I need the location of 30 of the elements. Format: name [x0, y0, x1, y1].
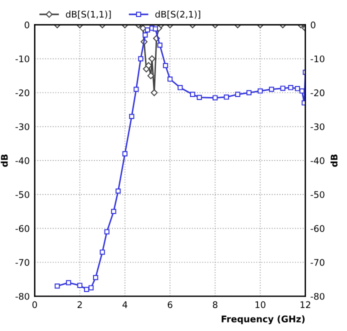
x-tick-label: 12 — [300, 301, 310, 308]
y-tick-label: -40 — [16, 157, 30, 164]
y2-tick-label: -80 — [310, 292, 324, 300]
y-tick-label: -10 — [16, 55, 30, 62]
y2-tick-label: -40 — [310, 157, 324, 164]
x-tick-label: 8 — [212, 301, 218, 308]
x-tick-label: 0 — [32, 301, 37, 308]
y-tick-label: -50 — [16, 191, 30, 198]
legend-label: dB[S(2,1)] — [155, 10, 200, 19]
y2-tick-label: 0 — [310, 22, 316, 28]
x-tick-label: 6 — [168, 301, 172, 308]
y-tick-label: -30 — [16, 123, 30, 130]
y-tick-label: -60 — [16, 225, 30, 232]
y-tick-label: -70 — [16, 259, 30, 266]
y-tick-label: 0 — [24, 22, 30, 28]
y-tick-label: -80 — [16, 292, 30, 300]
y2-tick-label: -70 — [310, 259, 324, 266]
y2-tick-label: -10 — [310, 55, 324, 62]
y-tick-label: -20 — [16, 89, 30, 96]
y-axis-title: dB — [0, 154, 8, 167]
x-axis-title: Frequency (GHz) — [222, 315, 305, 324]
y2-axis-title: dB — [330, 154, 338, 167]
legend-label: dB[S(1,1)] — [66, 10, 111, 19]
y2-tick-label: -60 — [310, 225, 324, 232]
y2-tick-label: -30 — [310, 123, 324, 130]
y2-tick-label: -50 — [310, 191, 324, 198]
x-tick-label: 4 — [122, 301, 128, 308]
y2-tick-label: -20 — [310, 89, 324, 96]
x-tick-label: 2 — [78, 301, 82, 308]
x-tick-label: 10 — [256, 301, 266, 308]
